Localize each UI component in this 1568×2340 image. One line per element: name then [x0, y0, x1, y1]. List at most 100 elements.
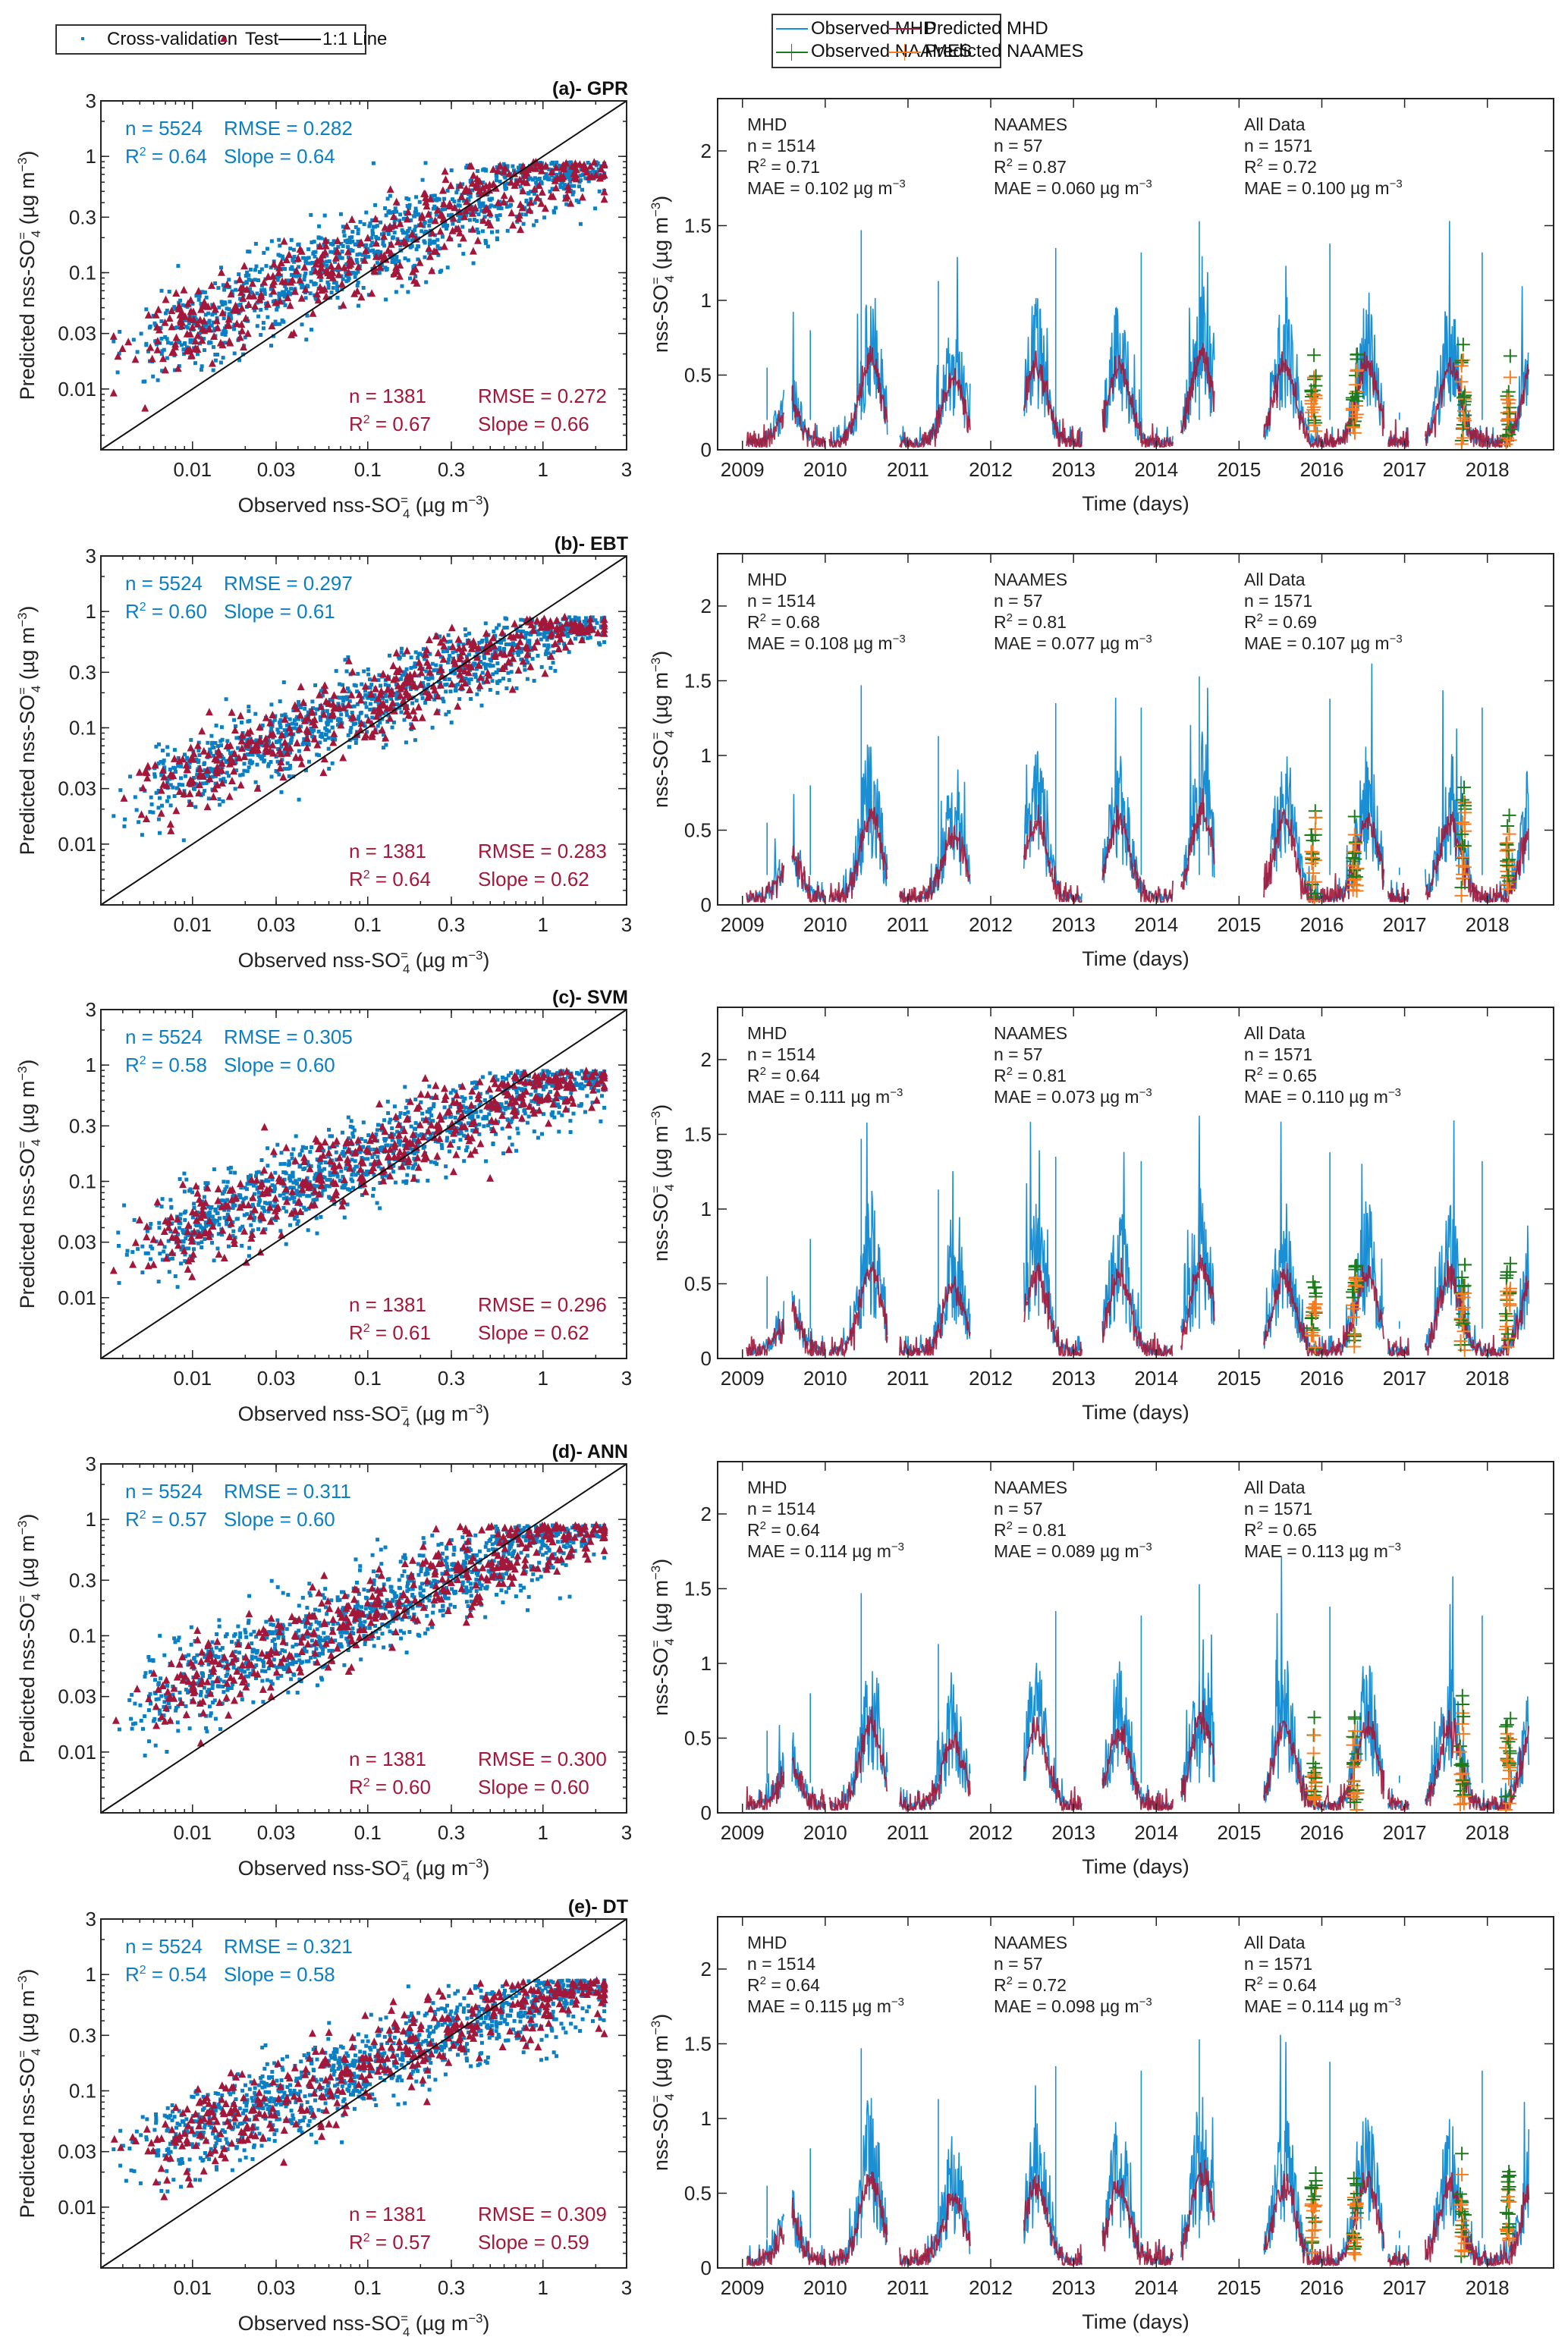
cv-point — [377, 673, 382, 677]
test-point — [344, 1154, 352, 1163]
cv-point — [582, 1084, 586, 1088]
cv-point — [419, 1132, 423, 1136]
test-point — [320, 755, 328, 763]
test-point — [303, 743, 311, 752]
cv-point — [306, 256, 311, 260]
cv-point — [471, 663, 476, 667]
cv-point — [413, 650, 418, 655]
cv-point — [206, 1211, 211, 1216]
cv-point — [467, 218, 472, 222]
cv-point — [179, 1247, 184, 1252]
cv-point — [321, 1188, 325, 1192]
cv-point — [160, 349, 165, 353]
cv-point — [451, 1139, 456, 1144]
cv-point — [370, 715, 375, 720]
cv-point — [481, 181, 485, 185]
test-point — [567, 1093, 576, 1101]
cv-point — [140, 1244, 145, 1249]
cv-point — [158, 1252, 162, 1256]
cv-point — [273, 714, 278, 718]
test-point — [269, 1147, 278, 1155]
cv-point — [397, 705, 402, 710]
cv-point — [213, 781, 218, 786]
test-point — [462, 206, 470, 215]
test-point — [520, 177, 528, 185]
cv-point — [248, 287, 253, 291]
cv-point — [282, 1161, 287, 1166]
test-point — [388, 699, 397, 706]
test-point — [203, 1183, 212, 1192]
test-point — [282, 1143, 291, 1151]
test-point — [338, 279, 346, 287]
cv-point — [319, 278, 323, 282]
cv-point — [477, 640, 482, 645]
cv-point — [165, 308, 169, 313]
cv-point — [444, 712, 448, 717]
test-point — [448, 623, 456, 632]
test-point — [311, 266, 319, 275]
cv-point — [545, 646, 550, 651]
test-point — [256, 295, 264, 303]
cv-point — [352, 704, 357, 708]
cv-point — [247, 708, 251, 713]
cv-point — [429, 1107, 433, 1111]
test-point — [172, 289, 181, 297]
cv-point — [288, 1223, 293, 1227]
test-point — [180, 790, 188, 797]
cv-point — [533, 1088, 538, 1093]
test-point — [288, 1209, 296, 1217]
test-point — [406, 1139, 414, 1147]
x-tick-label: 0.03 — [257, 913, 296, 936]
test-point — [511, 1107, 520, 1116]
test-point — [382, 733, 390, 742]
cv-point — [328, 698, 332, 702]
cv-point — [278, 699, 282, 704]
cv-point — [345, 1202, 350, 1207]
cv-point — [202, 323, 206, 328]
test-point — [516, 637, 524, 645]
test-point — [168, 1233, 176, 1241]
test-point — [381, 1145, 389, 1154]
legend-cv-marker-icon — [81, 37, 84, 40]
cv-point — [303, 274, 307, 278]
cv-point — [406, 1165, 410, 1170]
cv-point — [395, 1129, 400, 1134]
cv-point — [330, 737, 335, 742]
cv-point — [353, 242, 357, 247]
cv-point — [140, 833, 144, 837]
cv-point — [200, 1245, 204, 1249]
cv-point — [315, 1157, 319, 1162]
test-point — [475, 187, 483, 195]
test-point — [250, 1205, 259, 1214]
cv-point — [385, 1173, 389, 1178]
cv-point — [154, 790, 159, 795]
cv-point — [245, 270, 250, 275]
cv-point — [159, 1205, 164, 1209]
test-point — [410, 706, 417, 715]
cv-point — [445, 1129, 450, 1133]
cv-point — [402, 670, 407, 674]
test-point — [423, 645, 431, 654]
test-point — [168, 1248, 176, 1256]
test-point — [143, 774, 152, 782]
test-point — [196, 1213, 205, 1221]
cv-point — [275, 727, 280, 732]
cv-point — [254, 738, 259, 743]
cv-point — [344, 695, 349, 699]
test-point — [508, 644, 517, 652]
test-point — [318, 1176, 326, 1184]
cv-point — [445, 188, 450, 193]
cv-point — [414, 247, 419, 252]
test-point — [494, 198, 502, 206]
cv-point — [288, 717, 292, 721]
cv-point — [406, 258, 410, 262]
cv-point — [552, 1084, 557, 1088]
test-point — [225, 1233, 234, 1240]
test-point — [552, 1094, 561, 1101]
cv-point — [463, 633, 468, 637]
cv-point — [494, 173, 498, 177]
cv-point — [330, 761, 335, 765]
test-point — [514, 666, 523, 674]
test-point — [316, 242, 324, 250]
test-point — [217, 268, 225, 276]
